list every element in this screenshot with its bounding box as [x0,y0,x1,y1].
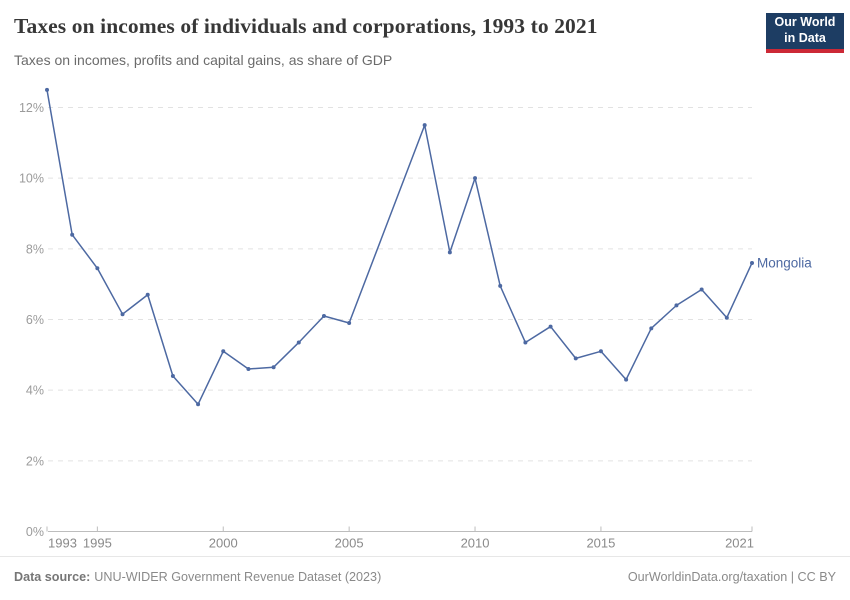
data-point-2000[interactable] [221,349,226,354]
y-tick-label: 8% [26,242,44,256]
data-point-2009[interactable] [447,250,452,255]
data-point-2015[interactable] [598,349,603,354]
data-point-1995[interactable] [95,266,100,271]
data-point-2021[interactable] [750,260,754,265]
data-point-2001[interactable] [246,366,251,371]
x-tick-label: 2005 [335,536,364,551]
line-chart-canvas[interactable]: 0% 2% 4% 6% 8% 10% 12% 1993 1995 2000 2005 2010 2015… [0,85,850,555]
data-point-2005[interactable] [347,321,352,326]
y-tick-label: 6% [26,313,44,327]
data-point-1997[interactable] [145,292,150,297]
chart-footer: Data source: UNU-WIDER Government Revenue… [0,556,850,600]
chart-title: Taxes on incomes of individuals and corp… [14,14,598,38]
data-source-text: UNU-WIDER Government Revenue Dataset (20… [94,570,382,584]
data-point-2014[interactable] [573,356,578,361]
data-point-2016[interactable] [624,377,629,382]
x-tick-label: 2000 [209,536,238,551]
data-point-1994[interactable] [70,232,75,237]
data-point-1998[interactable] [170,374,175,379]
series-line-mongolia[interactable] [46,89,753,406]
data-point-2004[interactable] [321,313,326,318]
y-tick-label: 4% [26,384,44,398]
y-tick-label: 2% [26,454,44,468]
data-point-2020[interactable] [724,315,729,320]
x-tick-label: 2010 [461,536,490,551]
y-tick-label: 12% [19,101,44,115]
data-point-1993[interactable] [45,87,49,92]
credit-link[interactable]: OurWorldinData.org/taxation | CC BY [627,570,836,584]
data-point-2017[interactable] [649,326,654,331]
x-tick-label: 2015 [586,536,615,551]
data-point-1999[interactable] [196,402,201,407]
data-source: Data source: UNU-WIDER Government Revenue… [14,570,381,584]
data-point-2011[interactable] [498,283,503,288]
data-point-1996[interactable] [120,312,125,317]
x-tick-label: 1995 [83,536,112,551]
owid-logo[interactable]: Our World in Data [766,13,844,53]
owid-logo-line2: in Data [784,31,826,45]
data-point-2012[interactable] [523,340,528,345]
y-tick-label: 10% [19,172,44,186]
data-point-2008[interactable] [422,123,427,128]
series-end-label[interactable]: Mongolia [757,255,812,270]
x-tick-label: 2021 [725,536,754,551]
data-point-2003[interactable] [296,340,301,345]
data-point-2013[interactable] [548,324,553,329]
data-point-2019[interactable] [699,287,704,292]
owid-logo-line1: Our World [774,15,836,30]
data-point-2002[interactable] [271,365,276,370]
x-tick-label: 1993 [48,536,77,551]
data-point-2010[interactable] [473,176,478,181]
data-source-label: Data source: [14,570,91,584]
data-point-2018[interactable] [674,303,679,308]
y-tick-label: 0% [26,525,44,539]
chart-subtitle: Taxes on incomes, profits and capital ga… [14,52,393,68]
